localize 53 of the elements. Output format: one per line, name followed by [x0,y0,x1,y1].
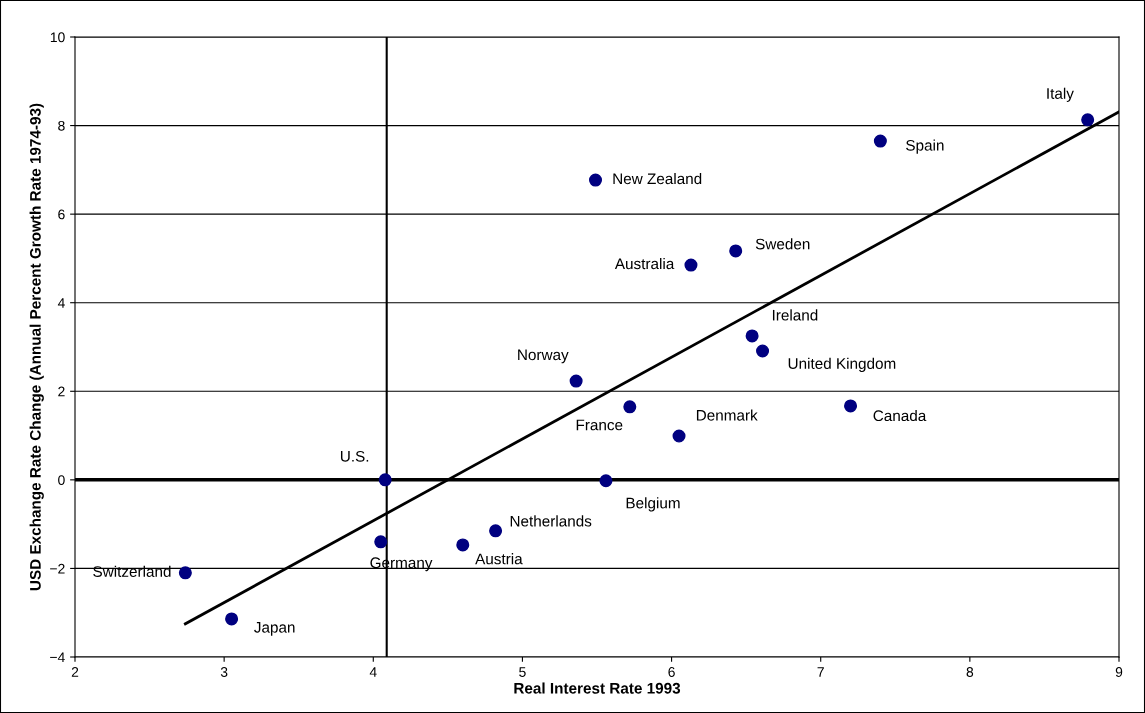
annotation: Ireland [772,309,818,321]
annotation: Spain [906,139,944,154]
point [756,344,770,358]
annotation: France [576,419,623,431]
point [873,134,887,148]
y-tick-label: −2 [50,563,65,574]
x-axis-title: Real Interest Rate 1993 [514,682,681,694]
point [489,524,503,538]
x-tick-label: 7 [817,667,824,677]
point [456,538,470,552]
point [599,474,613,488]
x-tick-label: 6 [668,667,675,677]
annotation: New Zealand [613,172,702,185]
x-tick-label: 2 [71,667,79,677]
annotation: Denmark [696,409,758,421]
x-tick-label: 9 [1115,667,1123,677]
point [589,173,603,187]
y-axis-title: USD Exchange Rate Change (Annual Percent Growth Rate 1974-93) [29,103,44,591]
annotation: Switzerland [93,565,171,577]
x-tick-label: 5 [519,667,526,677]
y-tick-label: 0 [58,475,65,486]
point [178,566,192,580]
annotation: Canada [873,409,927,422]
point [569,374,583,388]
y-tick-label: 4 [57,298,65,308]
point [378,473,392,487]
y-tick-label: 6 [58,209,65,220]
point [844,399,858,413]
annotation: Japan [254,622,295,636]
annotation: U.S. [340,450,369,462]
annotation: Norway [518,349,569,364]
annotation: Belgium [626,497,680,512]
annotation: Austria [475,553,523,565]
point [623,400,637,414]
annotation: Netherlands [510,515,592,527]
y-tick-label: 2 [58,386,65,397]
x-tick-label: 3 [220,667,228,677]
y-tick-label: 10 [50,32,65,43]
y-tick-label: 8 [58,120,65,131]
point [729,244,743,258]
x-tick-label: 8 [966,667,974,677]
point [672,429,686,443]
point [374,535,388,549]
x-tick-label: 4 [369,667,377,677]
annotation: United Kingdom [788,357,896,372]
point [225,612,239,626]
point [1081,113,1095,127]
point [684,258,698,272]
annotation: Australia [614,257,675,270]
annotation: Sweden [755,238,810,250]
annotation: Italy [1047,87,1074,102]
y-tick-label: −4 [50,652,65,663]
point [745,329,759,343]
